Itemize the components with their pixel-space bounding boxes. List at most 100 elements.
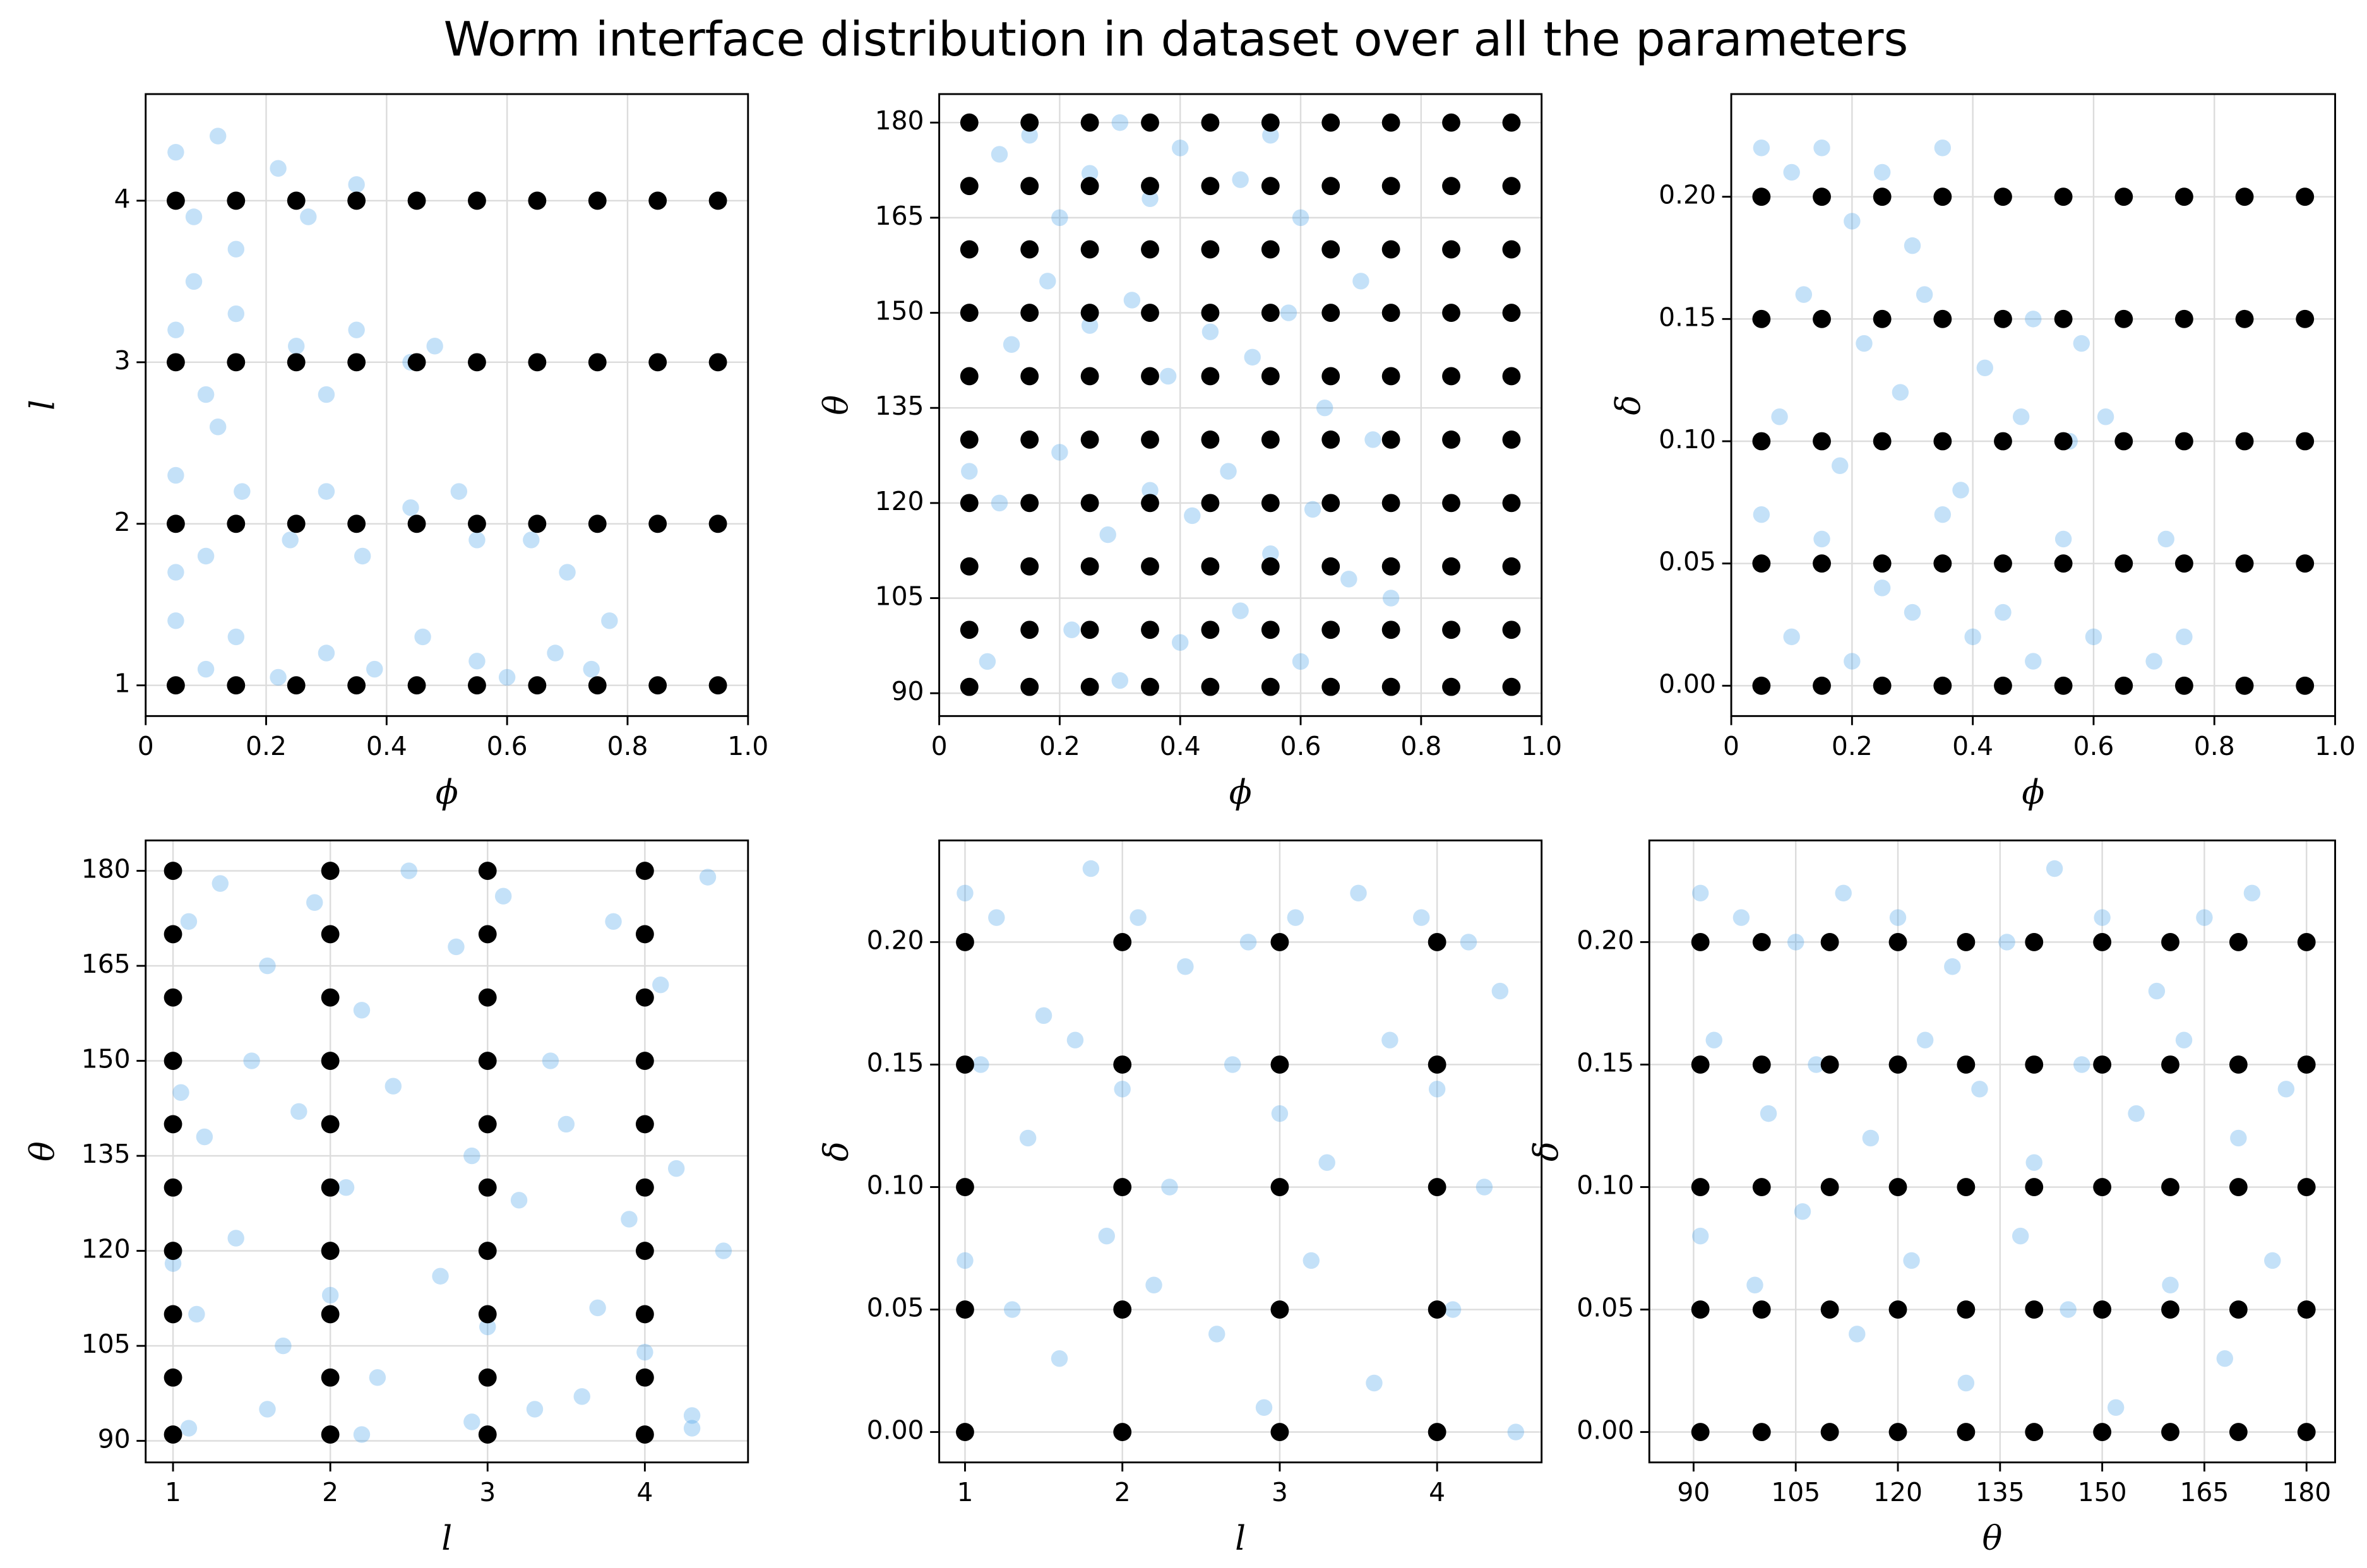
point [164, 1115, 182, 1134]
point [180, 913, 198, 930]
point [2235, 676, 2254, 695]
point [1039, 273, 1056, 290]
point [1491, 982, 1509, 1000]
point [348, 176, 365, 193]
point [385, 1078, 402, 1095]
point [468, 676, 486, 695]
point [2161, 1178, 2179, 1196]
x-tick-label: 0.4 [366, 731, 407, 761]
x-tick-label: 1.0 [1521, 731, 1562, 761]
point [1261, 304, 1280, 322]
point [1957, 1374, 1975, 1392]
point [573, 1388, 590, 1405]
point [1888, 1423, 1907, 1442]
point [1261, 557, 1280, 576]
point [1964, 628, 1981, 646]
point [635, 1115, 654, 1134]
point [197, 386, 215, 403]
point [259, 957, 276, 975]
point [468, 514, 486, 533]
point [166, 514, 185, 533]
point [1270, 1423, 1289, 1442]
y-tick-label: 135 [875, 391, 924, 421]
point [1239, 934, 1257, 951]
point [1261, 240, 1280, 259]
point [227, 353, 246, 372]
points [164, 862, 732, 1444]
point [1020, 367, 1039, 386]
point [1820, 1423, 1839, 1442]
point [321, 1052, 340, 1070]
point [300, 208, 317, 225]
point [708, 514, 727, 533]
point [1813, 187, 1831, 206]
point [2046, 860, 2063, 877]
point [1381, 557, 1400, 576]
point [1020, 494, 1039, 513]
point [468, 191, 486, 210]
point [2025, 933, 2044, 951]
point [1080, 494, 1099, 513]
point [1020, 621, 1039, 639]
point [1141, 557, 1159, 576]
point [321, 1178, 340, 1197]
point [1933, 187, 1952, 206]
point [270, 160, 287, 177]
point [282, 532, 299, 549]
point [1428, 1300, 1446, 1319]
point [2054, 676, 2073, 695]
point [1428, 1423, 1446, 1442]
point [960, 621, 979, 639]
point [2093, 1300, 2112, 1319]
point [1261, 621, 1280, 639]
y-tick-label: 0.20 [1577, 925, 1634, 955]
point [321, 862, 340, 880]
point [2128, 1105, 2145, 1122]
point [1321, 177, 1340, 196]
point [1813, 140, 1830, 157]
point [1020, 240, 1039, 259]
point [1732, 909, 1750, 926]
point [1752, 1055, 1771, 1074]
point [2264, 1252, 2281, 1269]
point [1201, 557, 1220, 576]
point [1994, 432, 2012, 451]
point [2060, 1301, 2077, 1318]
point [1321, 240, 1340, 259]
point [1889, 909, 1907, 926]
point [1201, 367, 1220, 386]
point [498, 668, 516, 686]
point [1304, 501, 1321, 518]
point [1994, 676, 2012, 695]
point [2235, 554, 2254, 573]
x-tick-label: 90 [1677, 1477, 1710, 1507]
point [979, 653, 996, 670]
point [1957, 1423, 1976, 1442]
point [478, 1052, 497, 1070]
point [2093, 1055, 2112, 1074]
x-axis-label: ϕ [2022, 773, 2044, 812]
point [1428, 933, 1446, 951]
point [347, 514, 366, 533]
point [1141, 240, 1159, 259]
point [1270, 1055, 1289, 1074]
y-tick-label: 180 [81, 854, 131, 884]
point [1795, 286, 1813, 303]
y-tick-label: 105 [875, 581, 924, 612]
point [321, 1368, 340, 1387]
x-tick-label: 0.4 [1952, 731, 1993, 761]
point [1255, 1399, 1273, 1417]
point [1507, 1423, 1524, 1440]
point [1752, 933, 1771, 951]
point [2114, 187, 2133, 206]
point [1862, 1129, 1880, 1147]
points [960, 113, 1521, 696]
point [2145, 653, 2162, 670]
point [1201, 677, 1220, 696]
point [1201, 430, 1220, 449]
point [1063, 621, 1080, 638]
point [1113, 933, 1132, 951]
point [1141, 677, 1159, 696]
x-tick-label: 180 [2282, 1477, 2331, 1507]
point [1066, 1031, 1084, 1048]
